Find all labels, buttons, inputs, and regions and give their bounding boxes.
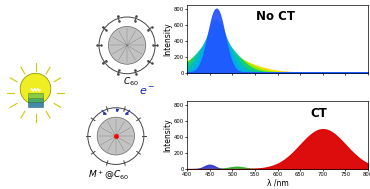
Text: $e^-$: $e^-$ [139, 85, 156, 97]
X-axis label: λ /nm: λ /nm [267, 178, 288, 187]
Y-axis label: Intensity: Intensity [164, 22, 172, 56]
Bar [28, 93, 43, 98]
Bar [28, 102, 43, 107]
Circle shape [108, 26, 146, 64]
Text: $M^+@C_{60}$: $M^+@C_{60}$ [88, 169, 129, 183]
Text: CT: CT [310, 107, 327, 120]
Text: No CT: No CT [256, 10, 295, 23]
Y-axis label: Intensity: Intensity [164, 118, 172, 152]
Text: $C_{60}$: $C_{60}$ [123, 75, 139, 88]
Circle shape [97, 117, 135, 155]
Bar [28, 98, 43, 102]
Circle shape [20, 73, 51, 104]
